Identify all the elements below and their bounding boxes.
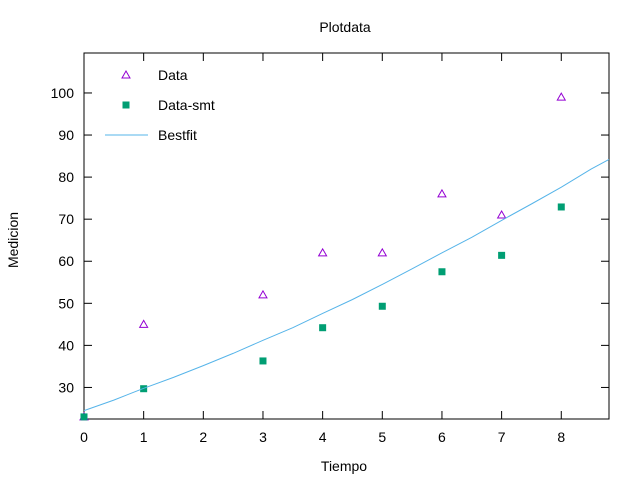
y-tick-label: 40 bbox=[58, 337, 74, 353]
x-tick-label: 1 bbox=[140, 429, 148, 445]
data-smt-point bbox=[557, 203, 565, 211]
x-tick-label: 3 bbox=[259, 429, 267, 445]
bestfit-line bbox=[83, 158, 610, 412]
y-tick-label: 100 bbox=[51, 85, 75, 101]
data-smt-point bbox=[259, 357, 267, 365]
data-smt-point bbox=[80, 413, 88, 421]
legend-marker-data bbox=[121, 69, 131, 79]
legend-marker-data-smt bbox=[122, 101, 130, 109]
legend-label: Data bbox=[158, 67, 188, 83]
x-tick-label: 2 bbox=[199, 429, 207, 445]
y-tick-label: 60 bbox=[58, 253, 74, 269]
y-axis-label: Medicion bbox=[5, 212, 21, 268]
data-smt-point bbox=[438, 268, 446, 276]
axis-ticks: 0 1 2 3 4 5 6 7 8 30 40 50 60 70 80 90 100 bbox=[51, 53, 609, 445]
legend: Data Data-smt Bestfit bbox=[105, 67, 215, 143]
y-tick-label: 50 bbox=[58, 295, 74, 311]
x-tick-label: 5 bbox=[378, 429, 386, 445]
plot-area bbox=[79, 92, 610, 421]
y-tick-label: 70 bbox=[58, 211, 74, 227]
y-tick-label: 90 bbox=[58, 127, 74, 143]
data-point bbox=[377, 247, 388, 257]
plot-frame bbox=[83, 52, 610, 420]
data-point bbox=[496, 209, 507, 219]
y-tick-label: 80 bbox=[58, 169, 74, 185]
x-tick-label: 6 bbox=[438, 429, 446, 445]
x-axis-label: Tiempo bbox=[321, 458, 367, 474]
x-tick-label: 0 bbox=[80, 429, 88, 445]
data-smt-point bbox=[498, 251, 506, 259]
data-smt-point bbox=[378, 302, 386, 310]
legend-label: Bestfit bbox=[158, 127, 197, 143]
data-point bbox=[556, 92, 567, 101]
data-point bbox=[138, 319, 149, 328]
chart-title: Plotdata bbox=[319, 19, 371, 35]
x-tick-label: 8 bbox=[557, 429, 565, 445]
x-tick-label: 7 bbox=[498, 429, 506, 445]
legend-label: Data-smt bbox=[158, 97, 215, 113]
data-point bbox=[437, 188, 447, 198]
data-point bbox=[258, 289, 268, 299]
data-point bbox=[317, 247, 328, 257]
y-tick-label: 30 bbox=[58, 379, 74, 395]
x-tick-label: 4 bbox=[319, 429, 327, 445]
data-smt-point bbox=[319, 324, 327, 332]
